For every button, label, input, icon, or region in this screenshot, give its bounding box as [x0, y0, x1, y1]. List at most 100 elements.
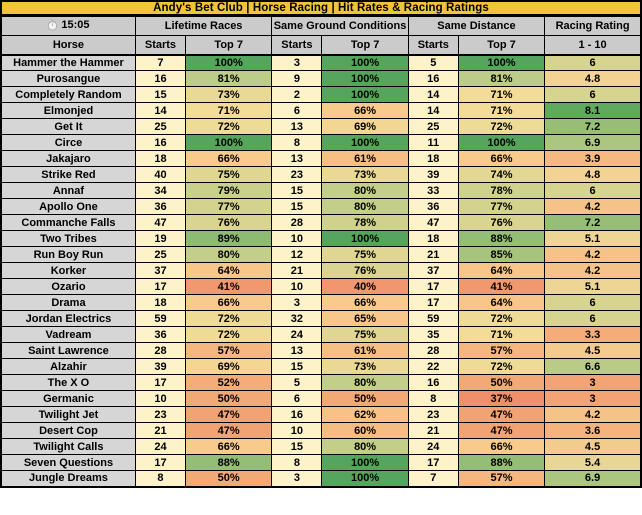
- ground-starts-cell: 13: [271, 150, 323, 167]
- distance-starts-cell: 17: [407, 278, 459, 295]
- distance-top7-cell: 76%: [457, 214, 546, 231]
- table-row: Vadream 36 72% 24 75% 35 71% 3.3: [0, 326, 642, 343]
- ground-top7-cell: 40%: [321, 278, 409, 295]
- ground-top7-cell: 73%: [321, 358, 409, 375]
- lifetime-top7-cell: 100%: [185, 54, 273, 71]
- ground-top7-cell: 100%: [321, 230, 409, 247]
- distance-top7-cell: 50%: [457, 374, 546, 391]
- lifetime-starts-cell: 34: [134, 182, 187, 199]
- rating-cell: 4.5: [544, 438, 642, 455]
- rating-cell: 3: [544, 374, 642, 391]
- distance-starts-cell: 5: [407, 54, 459, 71]
- rating-cell: 6: [544, 182, 642, 199]
- distance-starts-cell: 35: [407, 326, 459, 343]
- lifetime-starts-cell: 10: [134, 390, 187, 407]
- distance-top7-cell: 57%: [457, 342, 546, 359]
- rating-cell: 5.4: [544, 454, 642, 471]
- horse-name-cell: Jakajaro: [0, 150, 136, 167]
- ground-top7-cell: 80%: [321, 198, 409, 215]
- distance-starts-cell: 39: [407, 166, 459, 183]
- ground-starts-cell: 2: [271, 86, 323, 103]
- col-header-horse: Horse: [0, 35, 136, 56]
- group-header-row: 15:05 Lifetime Races Same Ground Conditi…: [0, 16, 642, 36]
- lifetime-starts-cell: 19: [134, 230, 187, 247]
- rating-cell: 6.6: [544, 358, 642, 375]
- horse-name-cell: Twilight Calls: [0, 438, 136, 455]
- table-row: Elmonjed 14 71% 6 66% 14 71% 8.1: [0, 102, 642, 119]
- col-header-rating-scale: 1 - 10: [544, 35, 642, 56]
- horse-name-cell: Twilight Jet: [0, 406, 136, 423]
- ground-starts-cell: 15: [271, 438, 323, 455]
- ground-starts-cell: 6: [271, 390, 323, 407]
- table-row: Twilight Jet 23 47% 16 62% 23 47% 4.2: [0, 406, 642, 423]
- rating-cell: 7.2: [544, 118, 642, 135]
- column-header-row: Horse Starts Top 7 Starts Top 7 Starts T…: [0, 35, 642, 56]
- ground-top7-cell: 100%: [321, 86, 409, 103]
- distance-starts-cell: 21: [407, 422, 459, 439]
- horse-name-cell: Run Boy Run: [0, 246, 136, 263]
- rating-cell: 4.5: [544, 342, 642, 359]
- table-row: Seven Questions 17 88% 8 100% 17 88% 5.4: [0, 454, 642, 471]
- race-time: 15:05: [61, 18, 90, 31]
- rating-cell: 3.6: [544, 422, 642, 439]
- lifetime-top7-cell: 100%: [185, 134, 273, 151]
- lifetime-top7-cell: 71%: [185, 102, 273, 119]
- lifetime-top7-cell: 52%: [185, 374, 273, 391]
- lifetime-starts-cell: 17: [134, 374, 187, 391]
- ground-starts-cell: 10: [271, 230, 323, 247]
- ground-top7-cell: 100%: [321, 454, 409, 471]
- rating-cell: 5.1: [544, 230, 642, 247]
- distance-top7-cell: 74%: [457, 166, 546, 183]
- ground-starts-cell: 23: [271, 166, 323, 183]
- horse-name-cell: Ozario: [0, 278, 136, 295]
- lifetime-top7-cell: 73%: [185, 86, 273, 103]
- distance-top7-cell: 100%: [457, 134, 546, 151]
- distance-starts-cell: 18: [407, 150, 459, 167]
- ground-top7-cell: 80%: [321, 438, 409, 455]
- table-row: Purosangue 16 81% 9 100% 16 81% 4.8: [0, 70, 642, 87]
- lifetime-starts-cell: 40: [134, 166, 187, 183]
- distance-top7-cell: 47%: [457, 406, 546, 423]
- horse-name-cell: Hammer the Hammer: [0, 54, 136, 71]
- table-row: Jakajaro 18 66% 13 61% 18 66% 3.9: [0, 150, 642, 167]
- col-header-distance-starts: Starts: [407, 35, 459, 56]
- table-row: Circe 16 100% 8 100% 11 100% 6.9: [0, 134, 642, 151]
- ground-top7-cell: 62%: [321, 406, 409, 423]
- ground-top7-cell: 80%: [321, 374, 409, 391]
- table-row: Strike Red 40 75% 23 73% 39 74% 4.8: [0, 166, 642, 183]
- distance-top7-cell: 72%: [457, 118, 546, 135]
- lifetime-starts-cell: 7: [134, 54, 187, 71]
- horse-name-cell: Commanche Falls: [0, 214, 136, 231]
- group-racing-rating: Racing Rating: [544, 16, 642, 36]
- lifetime-starts-cell: 16: [134, 134, 187, 151]
- horse-name-cell: Annaf: [0, 182, 136, 199]
- horse-name-cell: Drama: [0, 294, 136, 311]
- ground-starts-cell: 15: [271, 358, 323, 375]
- table-row: Run Boy Run 25 80% 12 75% 21 85% 4.2: [0, 246, 642, 263]
- ground-starts-cell: 8: [271, 454, 323, 471]
- table-row: Jordan Electrics 59 72% 32 65% 59 72% 6: [0, 310, 642, 327]
- distance-starts-cell: 16: [407, 70, 459, 87]
- group-lifetime-races: Lifetime Races: [134, 16, 273, 36]
- ground-top7-cell: 100%: [321, 54, 409, 71]
- distance-top7-cell: 71%: [457, 326, 546, 343]
- rating-cell: 6.9: [544, 134, 642, 151]
- ground-top7-cell: 80%: [321, 182, 409, 199]
- ground-starts-cell: 10: [271, 422, 323, 439]
- distance-top7-cell: 37%: [457, 390, 546, 407]
- rating-cell: 6: [544, 310, 642, 327]
- group-same-distance: Same Distance: [407, 16, 546, 36]
- lifetime-starts-cell: 16: [134, 70, 187, 87]
- table-row: Drama 18 66% 3 66% 17 64% 6: [0, 294, 642, 311]
- table-row: Twilight Calls 24 66% 15 80% 24 66% 4.5: [0, 438, 642, 455]
- race-time-cell: 15:05: [0, 16, 136, 36]
- ground-top7-cell: 65%: [321, 310, 409, 327]
- lifetime-starts-cell: 23: [134, 406, 187, 423]
- distance-starts-cell: 25: [407, 118, 459, 135]
- ground-top7-cell: 50%: [321, 390, 409, 407]
- rating-cell: 4.2: [544, 406, 642, 423]
- distance-top7-cell: 88%: [457, 230, 546, 247]
- horse-name-cell: Alzahir: [0, 358, 136, 375]
- page-title: Andy's Bet Club | Horse Racing | Hit Rat…: [0, 0, 642, 16]
- distance-top7-cell: 64%: [457, 294, 546, 311]
